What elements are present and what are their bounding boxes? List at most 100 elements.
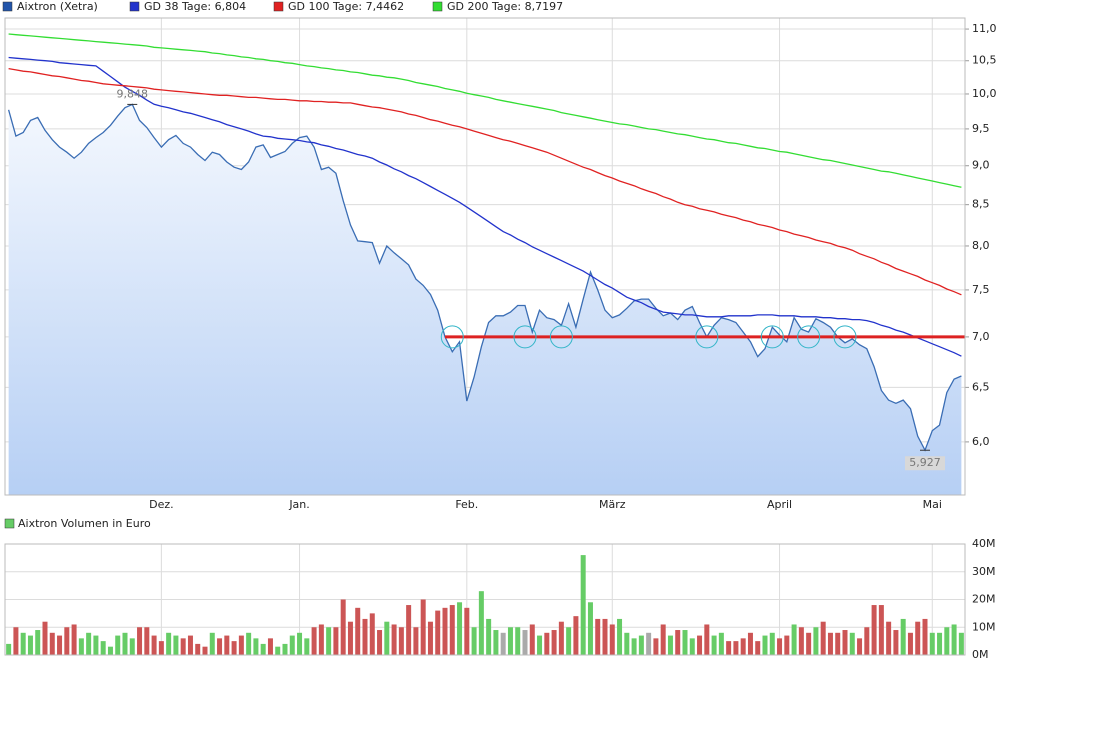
legend-label: GD 200 Tage: 8,7197: [447, 0, 563, 13]
volume-bar: [791, 624, 797, 655]
volume-bar: [798, 627, 804, 655]
legend-swatch: [129, 1, 140, 12]
volume-bar: [486, 618, 492, 655]
volume-bar: [435, 610, 441, 655]
volume-bar: [151, 635, 157, 655]
series-line: [8, 56, 962, 357]
volume-bar: [100, 641, 106, 655]
volume-bar: [347, 621, 353, 655]
volume-bar: [238, 635, 244, 655]
volume-bar: [755, 641, 761, 655]
series-line: [8, 33, 962, 188]
y-tick-label: 9,0: [972, 159, 990, 172]
volume-bar: [900, 618, 906, 655]
volume-bar: [507, 627, 513, 655]
volume-bar: [624, 632, 630, 655]
volume-bar: [587, 602, 593, 655]
volume-bar: [27, 635, 33, 655]
y-tick-label: 8,0: [972, 239, 990, 252]
price-chart: 6,0 6,5 7,0 7,5 8,0 8,5 9,0 9,5 10,0 10,5 11,0 Dez.…: [4, 17, 997, 511]
volume-bar: [457, 602, 463, 655]
volume-bar: [260, 643, 266, 655]
volume-bar: [813, 627, 819, 655]
volume-bar: [224, 635, 230, 655]
volume-bar: [704, 624, 710, 655]
volume-bar: [57, 635, 63, 655]
volume-bar: [537, 635, 543, 655]
volume-bar: [478, 591, 484, 655]
volume-bar: [762, 635, 768, 655]
volume-bar: [304, 638, 310, 655]
volume-bar: [6, 643, 12, 655]
volume-bar: [638, 635, 644, 655]
volume-bar: [253, 638, 259, 655]
volume-bar: [297, 632, 303, 655]
volume-bar: [391, 624, 397, 655]
volume-bar: [195, 643, 201, 655]
volume-bar: [217, 638, 223, 655]
volume-bar: [427, 621, 433, 655]
touch-marker: [440, 325, 464, 349]
legend: Aixtron (Xetra) GD 38 Tage: 6,804 GD 100…: [2, 0, 563, 530]
volume-bar: [64, 627, 70, 655]
volume-bar: [806, 632, 812, 655]
volume-bar: [944, 627, 950, 655]
volume-bar: [355, 607, 361, 655]
volume-bar: [326, 627, 332, 655]
volume-bar: [471, 627, 477, 655]
volume-bar: [646, 632, 652, 655]
volume-bar: [689, 638, 695, 655]
y-tick-label: 8,5: [972, 198, 990, 211]
volume-chart: 0M 10M 20M 30M 40M: [4, 537, 996, 661]
volume-bar: [158, 641, 164, 655]
volume-bar: [893, 630, 899, 655]
volume-bar: [122, 632, 128, 655]
x-tick-label: März: [599, 498, 626, 511]
plot-frame: [4, 17, 966, 496]
volume-bar: [747, 632, 753, 655]
volume-bar: [166, 632, 172, 655]
volume-bar: [71, 624, 77, 655]
volume-bar: [93, 635, 99, 655]
y-tick-label: 0M: [972, 648, 989, 661]
volume-bar: [769, 632, 775, 655]
legend-swatch: [2, 1, 13, 12]
touch-marker: [833, 325, 857, 349]
y-tick-label: 10,5: [972, 54, 997, 67]
volume-bar: [886, 621, 892, 655]
y-tick-label: 11,0: [972, 22, 997, 35]
volume-bar: [711, 635, 717, 655]
volume-bar: [137, 627, 143, 655]
touch-marker: [549, 325, 573, 349]
volume-bar: [86, 632, 92, 655]
volume-bar: [675, 630, 681, 655]
legend-label: Aixtron (Xetra): [17, 0, 98, 13]
volume-bar: [580, 555, 586, 655]
volume-bar: [107, 646, 113, 655]
volume-bar: [333, 627, 339, 655]
volume-bar: [406, 605, 412, 655]
volume-bar: [784, 635, 790, 655]
volume-bar: [915, 621, 921, 655]
volume-bar: [733, 641, 739, 655]
x-tick-label: Mai: [923, 498, 942, 511]
volume-bar: [602, 618, 608, 655]
volume-bar: [922, 618, 928, 655]
volume-bar: [231, 641, 237, 655]
y-tick-label: 6,0: [972, 435, 990, 448]
x-tick-label: Jan.: [288, 498, 309, 511]
volume-bar: [907, 632, 913, 655]
volume-bar: [566, 627, 572, 655]
x-tick-label: April: [767, 498, 792, 511]
volume-bar: [413, 627, 419, 655]
volume-bar: [369, 613, 375, 655]
plot-frame: [4, 543, 966, 656]
volume-bar: [827, 632, 833, 655]
volume-bar: [682, 630, 688, 655]
volume-bar: [398, 627, 404, 655]
y-tick-label: 6,5: [972, 380, 990, 393]
volume-bar: [318, 624, 324, 655]
volume-bar: [878, 605, 884, 655]
volume-bar: [13, 627, 19, 655]
volume-bar: [551, 630, 557, 655]
